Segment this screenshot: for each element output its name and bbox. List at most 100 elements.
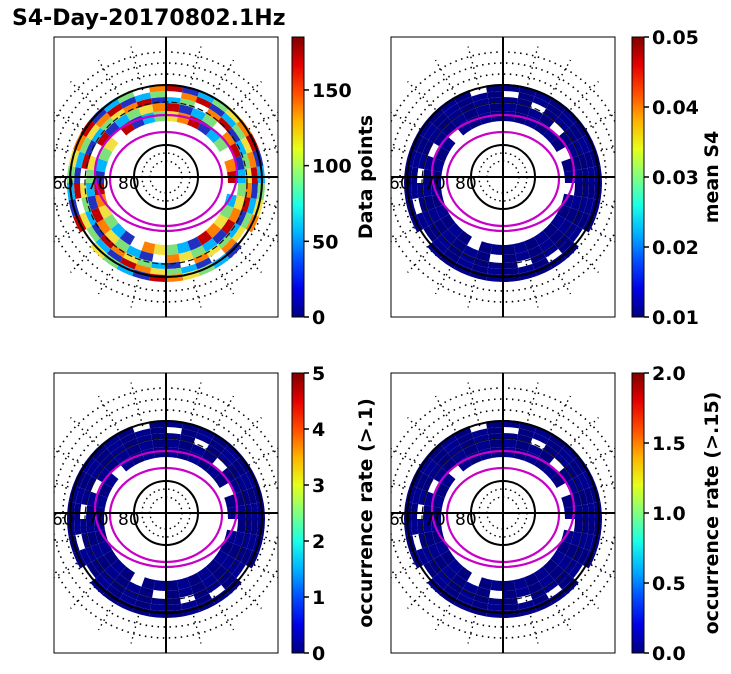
heatmap-cell [423, 562, 438, 579]
colorbar-tick-label: 50 [312, 231, 338, 253]
heatmap-cell [166, 580, 179, 591]
heatmap-cell [241, 532, 251, 549]
heatmap-cell [515, 250, 531, 262]
heatmap-cell [440, 472, 456, 488]
heatmap-cell [190, 443, 206, 457]
heatmap-cell [217, 453, 232, 468]
longitude-spoke [210, 59, 235, 100]
heatmap-cell [463, 245, 479, 259]
heatmap-cell [180, 428, 198, 439]
ring-label: 80 [118, 510, 140, 530]
heatmap-cell [197, 566, 213, 582]
heatmap-cell [558, 131, 573, 147]
longitude-spoke [547, 590, 572, 631]
heatmap-cell [543, 108, 559, 122]
heatmap-cell [573, 183, 583, 197]
heatmap-cell [228, 207, 242, 223]
heatmap-cell [178, 440, 194, 452]
heatmap-cell [90, 107, 107, 124]
ring-label: 70 [87, 174, 109, 194]
heatmap-cell [120, 96, 137, 109]
heatmap-cell [91, 463, 105, 479]
heatmap-cell [141, 577, 156, 590]
heatmap-cell [562, 107, 579, 124]
heatmap-cell [524, 572, 539, 587]
heatmap-cell [440, 136, 456, 152]
heatmap-cell [471, 92, 489, 103]
heatmap-cell [447, 444, 463, 458]
longitude-spoke [130, 382, 144, 427]
heatmap-cell [181, 85, 200, 97]
heatmap-cell [517, 92, 535, 103]
heatmap-cell [578, 532, 588, 549]
heatmap-cell [411, 519, 419, 535]
longitude-spoke [210, 395, 235, 436]
heatmap-cell [79, 473, 92, 490]
longitude-spoke [391, 482, 417, 491]
heatmap-cell [212, 229, 228, 245]
heatmap-cell [441, 457, 457, 473]
panel-frame [390, 372, 616, 654]
heatmap-cell [428, 463, 442, 479]
heatmap-cell [475, 586, 491, 598]
heatmap-cell [110, 580, 126, 594]
heatmap-cell [236, 183, 246, 197]
heatmap-cell [542, 222, 559, 239]
heatmap-cell [74, 183, 82, 199]
heatmap-cell [451, 113, 467, 128]
heatmap-cell [95, 574, 111, 590]
ring-label: 70 [87, 510, 109, 530]
heatmap-cell [240, 212, 253, 229]
heatmap-cell [447, 244, 463, 258]
colorbar-tick-label: 4 [312, 419, 325, 441]
heatmap-cell [473, 258, 490, 268]
heatmap-cell [114, 574, 130, 589]
heatmap-cell [487, 91, 503, 99]
heatmap-cell [241, 489, 251, 506]
heatmap-cell [240, 548, 253, 565]
heatmap-cell [517, 428, 535, 439]
heatmap-cell [106, 584, 123, 599]
heatmap-cell [423, 519, 433, 533]
heatmap-cell [110, 244, 126, 258]
heatmap-cell [543, 444, 559, 458]
heatmap-cell [74, 167, 82, 183]
heatmap-cell [86, 226, 101, 243]
longitude-spoke [391, 447, 426, 469]
heatmap-cell [197, 120, 213, 136]
colorbar-3: 0 1 2 3 4 5 occurrence rate (>.1) [291, 363, 377, 665]
heatmap-cell [437, 453, 452, 468]
heatmap-cell [126, 245, 142, 259]
heatmap-cell [202, 574, 218, 589]
heatmap-cell [221, 555, 236, 571]
longitude-spoke [188, 263, 202, 308]
heatmap-cell [542, 558, 559, 575]
heatmap-cell [150, 603, 166, 611]
heatmap-cell [572, 140, 584, 156]
heatmap-cell [228, 143, 242, 159]
heatmap-cell [503, 253, 517, 263]
heatmap-cell [534, 89, 553, 104]
heatmap-cell [235, 546, 247, 562]
heatmap-cell [417, 183, 425, 198]
heatmap-cell [227, 463, 241, 479]
heatmap-cell [418, 532, 428, 549]
heatmap-cell [206, 444, 222, 458]
heatmap-cell [432, 494, 445, 509]
colorbar-gradient [291, 36, 305, 318]
heatmap-cell [451, 449, 467, 464]
longitude-spoke [525, 263, 539, 308]
longitude-spoke [210, 590, 235, 631]
heatmap-cell [503, 261, 518, 269]
heatmap-cell [202, 238, 218, 253]
heatmap-cell [443, 103, 460, 118]
ring-label: 60 [52, 174, 74, 194]
heatmap-cell [104, 121, 120, 137]
ring-label: 60 [389, 174, 411, 194]
longitude-spoke [243, 221, 278, 243]
heatmap-cell [554, 117, 569, 132]
heatmap-cell [217, 234, 232, 249]
longitude-spoke [252, 535, 278, 544]
longitude-spoke [407, 240, 440, 273]
ring-label: 80 [455, 510, 477, 530]
